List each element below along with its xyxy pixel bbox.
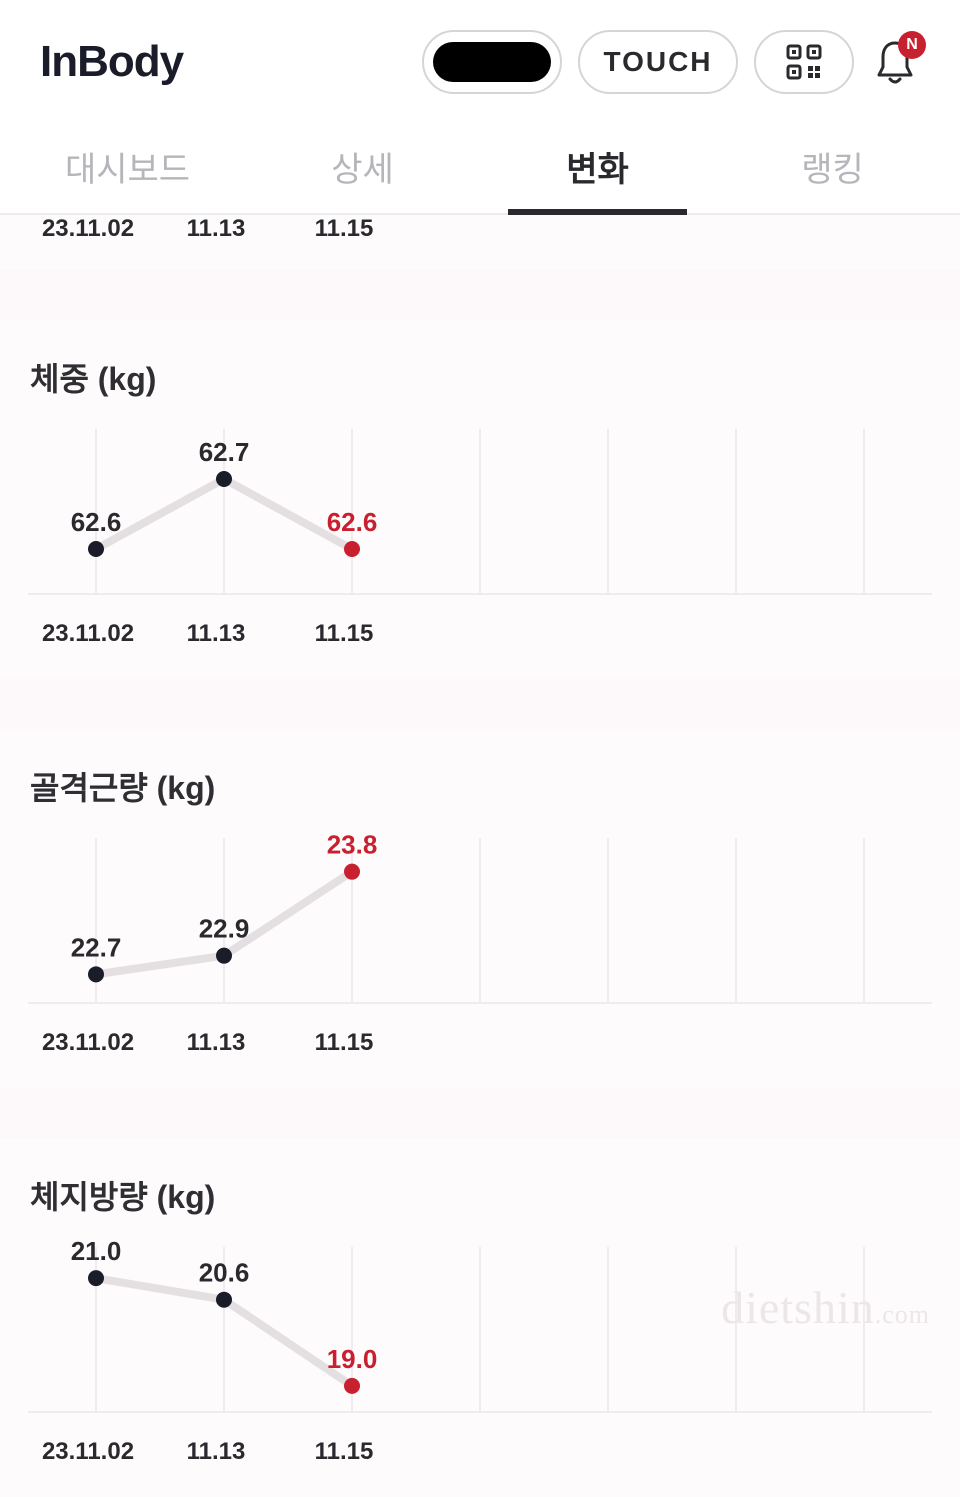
date-label: 23.11.02 [24,1438,152,1479]
chart-date-axis: 23.11.02 11.13 11.15 [0,1023,960,1088]
date-label: 11.15 [280,620,408,661]
chart-section: 골격근량 (kg) 22.7 22.9 23.8 23.11.02 11.13 11… [0,729,960,1088]
date-label: 11.13 [152,215,280,256]
qr-button[interactable] [754,30,854,94]
chart-title: 체중 (kg) [0,354,960,414]
date-label: 11.15 [280,215,408,256]
chart-date-axis: 23.11.02 11.13 11.15 [0,614,960,679]
watermark: dietshin.com [721,1281,930,1334]
tab-bar: 대시보드 상세 변화 랭킹 [0,114,960,215]
date-label: 11.13 [152,1029,280,1070]
svg-text:62.6: 62.6 [327,507,378,537]
chart-section: 체중 (kg) 62.6 62.7 62.6 23.11.02 11.13 11.1… [0,320,960,679]
tab-ranking[interactable]: 랭킹 [715,114,950,213]
svg-text:22.9: 22.9 [199,914,250,944]
top-date-strip: 23.11.02 11.13 11.15 [0,215,960,270]
date-label: 11.13 [152,1438,280,1479]
qr-icon [786,44,822,80]
touch-button[interactable]: TOUCH [578,30,738,94]
tab-dashboard[interactable]: 대시보드 [10,114,245,213]
profile-pill[interactable] [422,30,562,94]
tab-change[interactable]: 변화 [480,114,715,213]
svg-text:62.7: 62.7 [199,437,250,467]
date-label: 23.11.02 [24,1029,152,1070]
svg-text:20.6: 20.6 [199,1258,250,1288]
chart-title: 골격근량 (kg) [0,763,960,823]
svg-text:19.0: 19.0 [327,1344,378,1374]
notifications-button[interactable]: N [870,39,920,85]
svg-text:21.0: 21.0 [71,1236,122,1266]
date-label: 23.11.02 [24,620,152,661]
redacted-name [433,42,551,82]
svg-text:62.6: 62.6 [71,507,122,537]
date-label: 23.11.02 [24,215,152,256]
svg-text:22.7: 22.7 [71,932,122,962]
date-label: 11.15 [280,1438,408,1479]
chart-title: 체지방량 (kg) [0,1172,960,1232]
tab-detail[interactable]: 상세 [245,114,480,213]
notification-badge: N [898,31,926,59]
app-header: InBody TOUCH N [0,0,960,114]
line-chart[interactable]: 22.7 22.9 23.8 [8,823,952,1023]
date-label: 11.13 [152,620,280,661]
svg-text:23.8: 23.8 [327,830,378,860]
date-label: 11.15 [280,1029,408,1070]
chart-date-axis: 23.11.02 11.13 11.15 [0,1432,960,1497]
line-chart[interactable]: 62.6 62.7 62.6 [8,414,952,614]
logo: InBody [40,37,406,87]
